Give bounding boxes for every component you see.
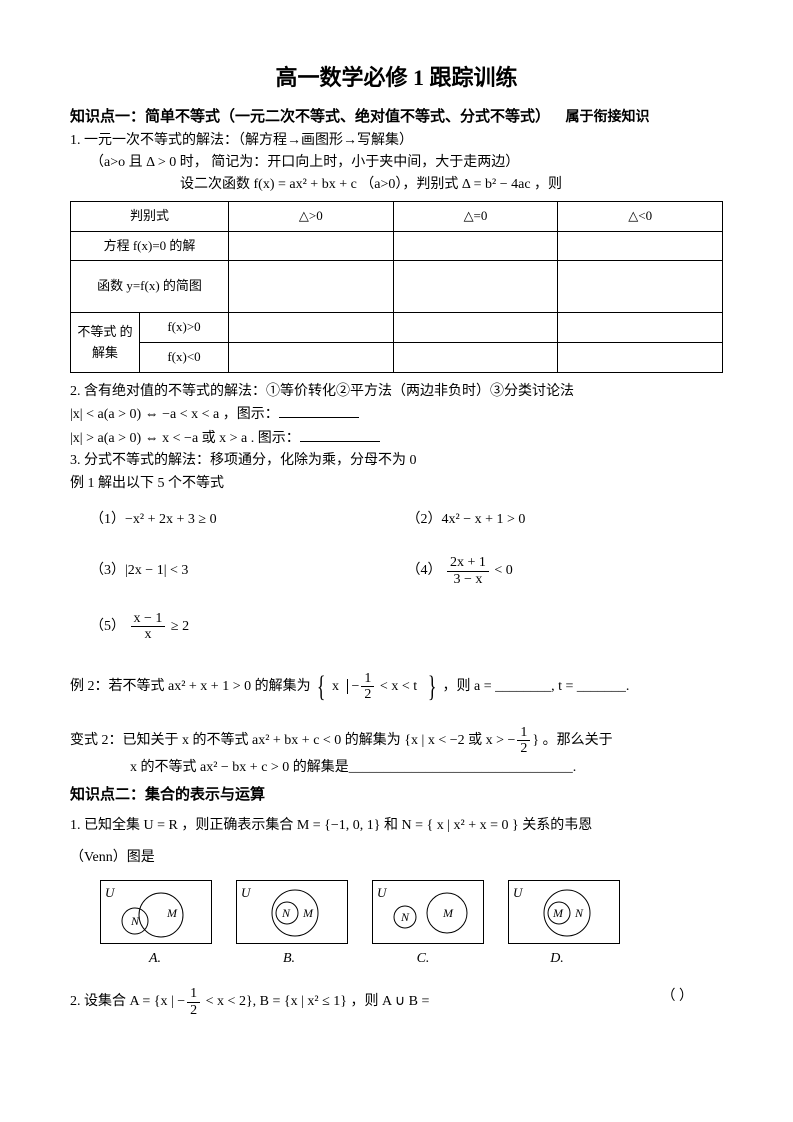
- ex2: 例 2：若不等式 ax² + x + 1 > 0 的解集为 { x −12 < …: [70, 663, 723, 711]
- venn-b-svg: N M: [237, 881, 347, 943]
- var2-line2: x 的不等式 ax² − bx + c > 0 的解集是____________…: [130, 757, 723, 779]
- discriminant-table: 判别式 △>0 △=0 △<0 方程 f(x)=0 的解 函数 y=f(x) 的…: [70, 201, 723, 373]
- venn-label-a: A.: [100, 948, 210, 970]
- venn-label-c: C.: [368, 948, 478, 970]
- svg-text:N: N: [574, 906, 584, 920]
- venn-d: U M N: [508, 880, 620, 944]
- kp1-heading: 知识点一：简单不等式（一元二次不等式、绝对值不等式、分式不等式）: [70, 109, 550, 125]
- table-row-graph: 函数 y=f(x) 的简图: [71, 261, 229, 313]
- kp1-item1: 1. 一元一次不等式的解法：（解方程→画图形→写解集）: [70, 130, 723, 152]
- svg-text:M: M: [302, 906, 314, 920]
- var2-line1: 变式 2：已知关于 x 的不等式 ax² + bx + c < 0 的解集为 {…: [70, 725, 723, 757]
- ex1-2: （2）4x² − x + 1 > 0: [407, 509, 724, 531]
- venn-labels: A. B. C. D.: [100, 948, 723, 970]
- svg-text:N: N: [400, 910, 410, 924]
- venn-c-svg: N M: [373, 881, 483, 943]
- venn-b: U N M: [236, 880, 348, 944]
- table-cell: [558, 313, 723, 343]
- table-cell: [393, 231, 558, 261]
- venn-u-label: U: [377, 883, 386, 904]
- ex1-5: （5） x − 1x ≥ 2: [90, 611, 407, 643]
- svg-text:N: N: [281, 906, 291, 920]
- svg-text:N: N: [130, 914, 140, 928]
- kp2-q2: 2. 设集合 A = {x | −12 < x < 2}, B = {x | x…: [70, 986, 723, 1018]
- table-row-fxgt0: f(x)>0: [140, 313, 229, 343]
- blank-line: [279, 403, 359, 418]
- table-cell: [558, 343, 723, 373]
- svg-text:M: M: [442, 906, 454, 920]
- abs-ineq-1: |x| < a(a > 0) ⇔ −a < x < a ，图示：: [70, 403, 723, 426]
- kp2-heading: 知识点二：集合的表示与运算: [70, 783, 723, 807]
- venn-options: U N M U N M U N M U M: [100, 880, 723, 944]
- ex1-intro: 例 1 解出以下 5 个不等式: [70, 473, 723, 495]
- table-header-gt0: △>0: [229, 201, 394, 231]
- kp1-item1-func: 设二次函数 f(x) = ax² + bx + c （a>0），判别式 Δ = …: [180, 174, 723, 196]
- venn-u-label: U: [513, 883, 522, 904]
- kp1-heading-row: 知识点一：简单不等式（一元二次不等式、绝对值不等式、分式不等式） 属于衔接知识: [70, 105, 723, 129]
- table-header-lt0: △<0: [558, 201, 723, 231]
- table-cell: [393, 313, 558, 343]
- kp2-q1-line2: （Venn）图是: [70, 847, 723, 869]
- venn-label-d: D.: [502, 948, 612, 970]
- venn-a: U N M: [100, 880, 212, 944]
- ex1-1: （1）−x² + 2x + 3 ≥ 0: [90, 509, 407, 531]
- ex1-row3: （5） x − 1x ≥ 2: [70, 611, 723, 643]
- table-row-roots: 方程 f(x)=0 的解: [71, 231, 229, 261]
- ex1-row2: （3）|2x − 1| < 3 （4） 2x + 13 − x < 0: [70, 555, 723, 587]
- table-cell: [229, 261, 394, 313]
- table-cell: [229, 343, 394, 373]
- table-cell: [393, 261, 558, 313]
- page-title: 高一数学必修 1 跟踪训练: [70, 60, 723, 95]
- venn-a-svg: N M: [101, 881, 211, 943]
- blank-line: [300, 427, 380, 442]
- svg-text:M: M: [552, 906, 564, 920]
- table-cell: [558, 231, 723, 261]
- kp1-item3: 3. 分式不等式的解法：移项通分，化除为乘，分母不为 0: [70, 450, 723, 472]
- abs-ineq-2: |x| > a(a > 0) ⇔ x < −a 或 x > a . 图示：: [70, 427, 723, 450]
- venn-u-label: U: [241, 883, 250, 904]
- table-row-fxlt0: f(x)<0: [140, 343, 229, 373]
- table-header-discriminant: 判别式: [71, 201, 229, 231]
- ex1-3: （3）|2x − 1| < 3: [90, 560, 407, 582]
- venn-u-label: U: [105, 883, 114, 904]
- kp2-q1-line1: 1. 已知全集 U = R ，则正确表示集合 M = {−1, 0, 1} 和 …: [70, 815, 723, 837]
- table-cell: [229, 313, 394, 343]
- kp1-item1-note: （a>o 且 Δ > 0 时， 简记为：开口向上时，小于夹中间，大于走两边）: [90, 152, 723, 174]
- venn-c: U N M: [372, 880, 484, 944]
- paren-blank: （ ）: [662, 986, 694, 1008]
- table-cell: [558, 261, 723, 313]
- table-cell: [229, 231, 394, 261]
- venn-label-b: B.: [234, 948, 344, 970]
- kp1-bridge: 属于衔接知识: [566, 110, 650, 125]
- ex1-4: （4） 2x + 13 − x < 0: [407, 555, 724, 587]
- venn-d-svg: M N: [509, 881, 619, 943]
- table-cell: [393, 343, 558, 373]
- svg-text:M: M: [166, 906, 178, 920]
- table-header-eq0: △=0: [393, 201, 558, 231]
- ex1-row1: （1）−x² + 2x + 3 ≥ 0 （2）4x² − x + 1 > 0: [70, 509, 723, 531]
- table-row-group-ineq: 不等式 的解集: [71, 313, 140, 373]
- kp1-item2: 2. 含有绝对值的不等式的解法：①等价转化②平方法（两边非负时）③分类讨论法: [70, 381, 723, 403]
